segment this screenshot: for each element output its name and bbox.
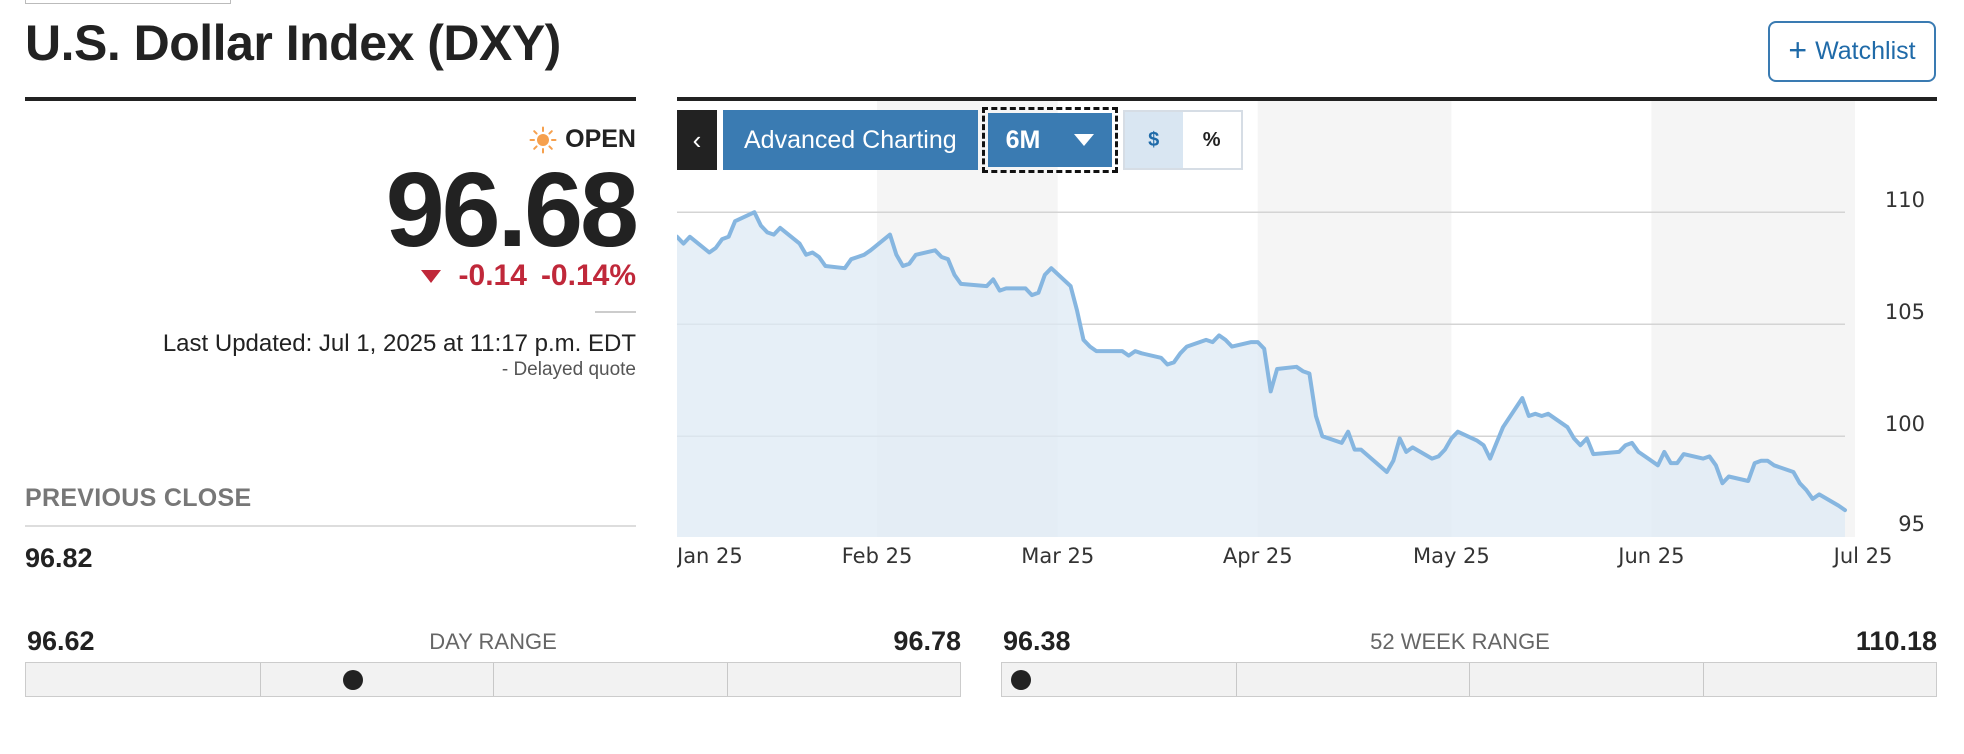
day-range: 96.62 DAY RANGE 96.78 [25,626,961,701]
price-area [677,212,1845,537]
range-tick [1235,663,1237,696]
range-tick [1469,663,1470,696]
advanced-charting-button[interactable]: Advanced Charting [723,110,978,170]
week52-range-high: 110.18 [1855,626,1937,656]
x-tick-label: Feb 25 [842,544,913,568]
last-price: 96.68 [385,151,639,269]
market-status-label: OPEN [565,125,636,153]
percent-unit-button[interactable]: % [1182,112,1241,168]
y-tick-label: 110 [1885,188,1925,212]
plus-icon: + [1788,32,1808,68]
change-percent: -0.14% [540,259,636,292]
range-tick [1702,663,1704,696]
chart-panel-rule [677,97,1937,101]
caret-down-icon [1073,134,1094,146]
unit-toggle: $ % [1122,110,1243,170]
change-points: -0.14 [458,259,527,292]
previous-close-divider [25,525,636,527]
time-range-value: 6M [1005,125,1041,154]
last-updated: Last Updated: Jul 1, 2025 at 11:17 p.m. … [162,330,636,357]
range-tick [726,663,728,696]
quote-panel-rule [25,97,636,101]
x-tick-label: May 25 [1413,544,1490,568]
week52-range-low: 96.38 [1003,626,1071,656]
page-title: U.S. Dollar Index (DXY) [25,15,561,71]
x-tick-label: Apr 25 [1223,544,1293,568]
week52-range-label: 52 WEEK RANGE [1370,629,1550,654]
add-to-watchlist-button[interactable]: + Watchlist [1768,21,1936,82]
dollar-unit-button[interactable]: $ [1124,112,1183,168]
week52-range: 96.38 52 WEEK RANGE 110.18 [1001,626,1937,701]
chart-back-button[interactable]: ‹ [677,110,717,170]
time-range-select[interactable]: 6M [981,107,1118,173]
price-chart-svg: Jan 25 Feb 25 Mar 25 Apr 25 May 25 Jun 25 Jul … [677,101,1925,568]
delayed-quote-note: - Delayed quote [501,359,636,380]
x-tick-label: Jul 25 [1832,544,1893,568]
previous-close-label: PREVIOUS CLOSE [25,484,252,512]
day-range-high: 96.78 [893,626,961,656]
previous-close-value: 96.82 [25,543,93,573]
watchlist-label: Watchlist [1815,37,1916,65]
market-status: OPEN [529,125,636,154]
down-arrow-icon [420,269,441,283]
price-change: -0.14 -0.14% [420,259,636,293]
day-range-marker [342,669,363,690]
month-band [1845,101,1855,537]
x-tick-label: Jan 25 [677,544,743,568]
x-tick-label: Mar 25 [1021,544,1094,568]
top-tab-stub [25,0,231,4]
price-line [677,210,1847,513]
y-tick-label: 100 [1885,412,1925,436]
chevron-left-icon: ‹ [692,124,702,155]
y-tick-label: 95 [1898,512,1925,536]
day-range-label: DAY RANGE [429,629,557,654]
price-chart[interactable]: Jan 25 Feb 25 Mar 25 Apr 25 May 25 Jun 25 Jul … [677,101,1937,571]
y-tick-label: 105 [1885,300,1925,324]
day-range-low: 96.62 [27,626,95,656]
week52-range-track [1001,662,1937,697]
range-tick [493,663,494,696]
sun-icon [529,126,557,153]
price-divider [595,311,636,313]
range-tick [259,663,261,696]
chart-toolbar: ‹ Advanced Charting 6M $ % [677,107,1243,173]
day-range-track [25,662,961,697]
week52-range-marker [1010,669,1031,690]
x-tick-label: Jun 25 [1616,544,1684,568]
